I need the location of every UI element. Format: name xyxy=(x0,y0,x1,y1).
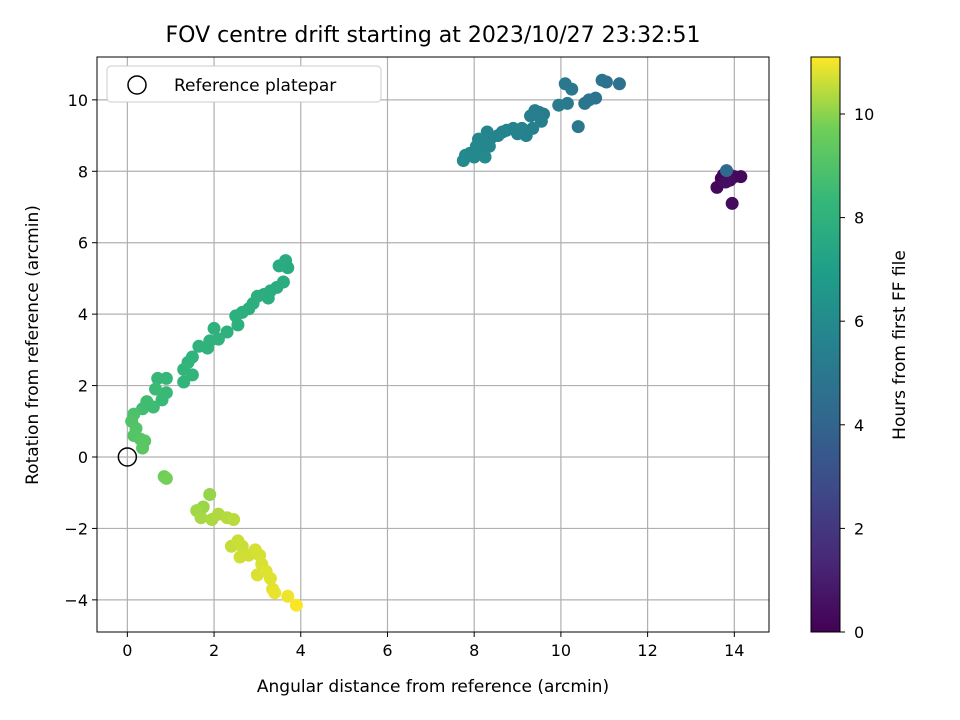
legend: Reference platepar xyxy=(106,65,382,103)
data-point xyxy=(151,371,165,385)
data-point xyxy=(149,382,163,396)
colorbar-label: Hours from first FF file xyxy=(890,250,910,440)
x-tick-label: 14 xyxy=(724,641,744,660)
data-point xyxy=(595,73,609,87)
data-point xyxy=(268,586,282,600)
chart-title: FOV centre drift starting at 2023/10/27 … xyxy=(166,23,701,48)
data-point xyxy=(281,589,295,603)
y-tick-label: 2 xyxy=(78,377,88,396)
x-axis-label: Angular distance from reference (arcmin) xyxy=(257,677,609,697)
y-tick-label: 6 xyxy=(78,234,88,253)
data-point xyxy=(155,393,169,407)
grid xyxy=(97,57,769,632)
data-point xyxy=(203,488,217,501)
data-point xyxy=(289,598,303,612)
y-tick-label: 0 xyxy=(78,448,88,467)
data-point xyxy=(725,196,739,210)
x-tick-label: 4 xyxy=(296,641,306,660)
colorbar-tick-label: 0 xyxy=(854,623,864,642)
data-point xyxy=(456,154,470,168)
y-tick-label: 10 xyxy=(68,91,88,110)
x-tick-label: 8 xyxy=(469,641,479,660)
y-tick-label: 8 xyxy=(78,162,88,181)
x-tick-label: 12 xyxy=(637,641,657,660)
legend-box xyxy=(106,65,382,103)
y-tick-label: −2 xyxy=(64,519,88,538)
y-axis-label: Rotation from reference (arcmin) xyxy=(23,205,43,485)
data-point xyxy=(558,77,572,91)
data-point xyxy=(207,321,221,335)
data-point xyxy=(261,291,275,305)
colorbar-tick-label: 4 xyxy=(854,416,864,435)
data-point xyxy=(235,539,249,553)
y-tick-label: −4 xyxy=(64,591,88,610)
data-point xyxy=(263,571,277,585)
colorbar-ticks: 0 2 4 6 8 10 xyxy=(840,105,874,642)
data-point xyxy=(194,511,208,525)
legend-entry-reference: Reference platepar xyxy=(174,76,336,96)
y-axis-ticks: −4 −2 0 2 4 6 8 10 xyxy=(64,91,97,610)
x-tick-label: 2 xyxy=(209,641,219,660)
x-tick-label: 0 xyxy=(122,641,132,660)
data-point xyxy=(227,513,241,526)
data-point xyxy=(272,259,286,273)
data-point xyxy=(578,96,592,110)
colorbar-tick-label: 2 xyxy=(854,519,864,538)
data-point xyxy=(719,175,733,189)
data-point xyxy=(192,339,206,353)
colorbar-tick-label: 10 xyxy=(854,105,874,124)
x-tick-label: 10 xyxy=(551,641,571,660)
data-point xyxy=(734,170,748,184)
data-point xyxy=(612,77,626,91)
data-point xyxy=(552,98,566,112)
data-point xyxy=(136,441,150,455)
reference-platepar-marker xyxy=(117,447,138,467)
data-point xyxy=(159,471,173,485)
data-point xyxy=(478,150,492,164)
scatter-points xyxy=(125,73,748,612)
data-point xyxy=(720,164,734,178)
data-point xyxy=(220,325,234,339)
colorbar-tick-label: 6 xyxy=(854,312,864,331)
colorbar-tick-label: 8 xyxy=(854,209,864,228)
colorbar xyxy=(810,56,841,633)
plot-frame xyxy=(96,56,770,633)
data-point xyxy=(177,363,191,376)
x-axis-ticks: 0 2 4 6 8 10 12 14 xyxy=(122,632,744,660)
data-point xyxy=(480,125,494,139)
legend-marker xyxy=(127,75,147,95)
data-point xyxy=(177,375,191,389)
y-tick-label: 4 xyxy=(78,305,88,324)
data-point xyxy=(571,120,585,134)
data-point xyxy=(524,109,538,123)
data-point xyxy=(231,318,245,332)
data-point xyxy=(534,114,548,128)
x-tick-label: 6 xyxy=(382,641,392,660)
